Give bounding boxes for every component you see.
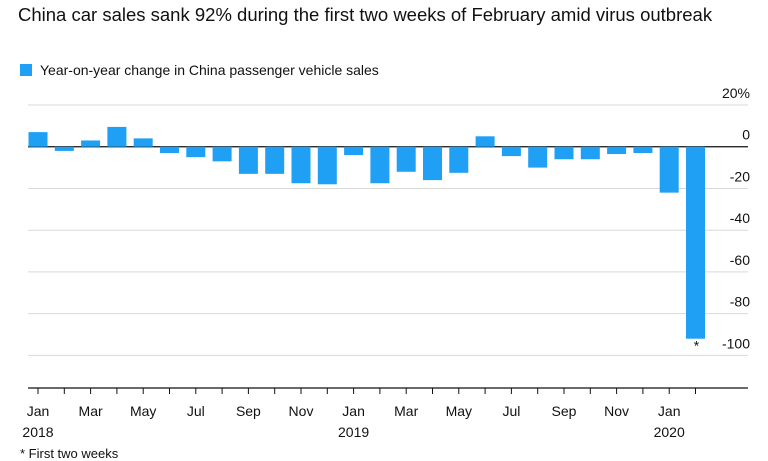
bar-annotation: *: [694, 338, 700, 354]
bar: [160, 146, 179, 153]
bar: [54, 146, 74, 151]
bar: [238, 146, 258, 174]
x-tick-label: Jul: [187, 403, 205, 419]
bar: [186, 146, 206, 158]
y-tick-label: -40: [730, 210, 750, 226]
bar: [28, 132, 48, 147]
x-tick-label: Sep: [236, 403, 261, 419]
bar: [133, 138, 153, 147]
x-year-label: 2018: [22, 424, 53, 440]
bar: [265, 146, 285, 174]
bar: [423, 146, 442, 181]
x-tick-label: Jan: [658, 403, 681, 419]
footnote: * First two weeks: [20, 446, 119, 461]
bar: [528, 146, 548, 168]
bar: [501, 146, 521, 157]
x-tick-label: Nov: [604, 403, 629, 419]
y-tick-label: -20: [730, 168, 750, 184]
legend-swatch: [20, 64, 32, 76]
y-tick-label: 0: [742, 127, 750, 143]
bar: [580, 146, 600, 160]
bar: [370, 146, 390, 184]
x-tick-label: Jan: [27, 403, 50, 419]
x-year-label: 2020: [654, 424, 685, 440]
bar: [344, 146, 364, 156]
bar: [396, 146, 416, 172]
legend: Year-on-year change in China passenger v…: [20, 61, 379, 79]
x-tick-label: Jan: [342, 403, 365, 419]
x-axis: [28, 387, 748, 394]
bar: [449, 146, 469, 173]
x-tick-label: May: [446, 403, 472, 419]
bar: [554, 146, 574, 160]
y-tick-label: 20%: [722, 85, 750, 101]
bar: [107, 126, 127, 147]
x-year-label: 2019: [338, 424, 369, 440]
bar: [659, 146, 679, 193]
bar: [607, 146, 627, 155]
x-tick-label: May: [130, 403, 156, 419]
annotations: *: [694, 338, 700, 354]
x-tick-label: Nov: [289, 403, 314, 419]
legend-label: Year-on-year change in China passenger v…: [40, 62, 379, 78]
x-tick-label: Mar: [394, 403, 418, 419]
x-tick-label: Mar: [79, 403, 103, 419]
bar: [686, 146, 705, 339]
x-tick-labels: Jan Mar May Jul Sep Nov Jan Mar May Jul Sep Nov Jan 2…: [22, 403, 685, 440]
chart-title: China car sales sank 92% during the firs…: [18, 4, 713, 25]
y-tick-labels: 20% 0 -20 -40 -60 -80 -100: [722, 85, 750, 351]
bar: [475, 136, 495, 147]
x-tick-label: Sep: [552, 403, 577, 419]
y-tick-label: -60: [730, 252, 750, 268]
bar: [81, 140, 101, 147]
bars: [28, 126, 705, 339]
bar: [291, 146, 311, 184]
y-tick-label: -100: [722, 335, 750, 351]
bar: [633, 146, 653, 153]
bar: [212, 146, 232, 162]
bar: [317, 146, 337, 185]
y-tick-label: -80: [730, 294, 750, 310]
x-tick-label: Jul: [502, 403, 520, 419]
